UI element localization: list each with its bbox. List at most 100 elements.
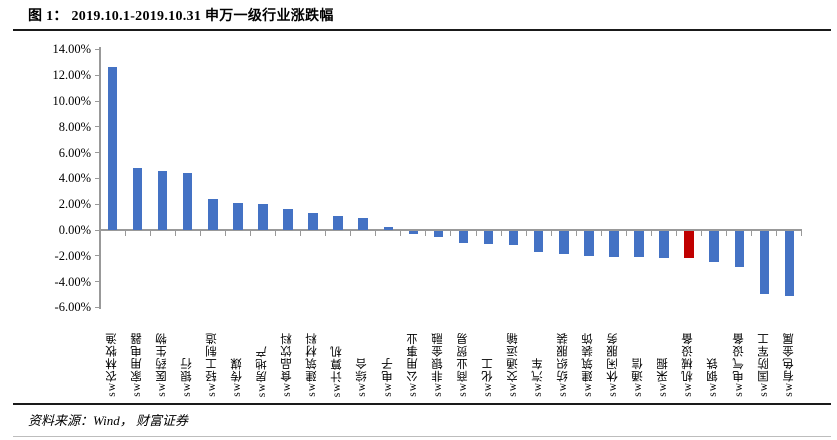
x-axis-label-text: sw非银金融	[431, 332, 444, 397]
x-axis-tick	[249, 231, 251, 236]
bar	[408, 231, 419, 234]
x-axis-label: sw轻工制造	[200, 313, 225, 397]
x-axis-label: sw农林牧渔	[100, 313, 125, 397]
x-axis-label-text: sw电子	[381, 357, 394, 397]
x-axis-label: sw非银金融	[426, 313, 451, 397]
x-axis-label: sw银行	[175, 313, 200, 397]
bar	[433, 231, 444, 238]
x-axis-label: sw采掘	[652, 313, 677, 397]
x-axis-label: sw国防军工	[752, 313, 777, 397]
bar	[684, 231, 694, 259]
y-axis-label: 8.00%	[58, 119, 91, 134]
y-axis-tick	[95, 229, 100, 231]
x-axis-label: sw综合	[351, 313, 376, 397]
bar	[559, 231, 569, 255]
title-divider	[13, 29, 831, 31]
x-axis-label-text: sw休闲服务	[607, 332, 620, 397]
x-axis-label-text: sw商业贸易	[456, 332, 469, 397]
x-axis-label-text: sw机械设备	[682, 332, 695, 397]
bar	[333, 215, 343, 230]
x-axis-tick	[425, 231, 427, 236]
y-axis-label: 0.00%	[58, 223, 91, 237]
bar	[458, 231, 469, 243]
figure-title: 图 1： 2019.10.1-2019.10.31 申万一级行业涨跌幅	[28, 9, 334, 24]
x-axis-tick	[450, 231, 452, 236]
x-axis-tick	[274, 231, 276, 236]
y-axis-label: -4.00%	[54, 274, 91, 289]
x-axis-label-text: sw房地产	[256, 344, 269, 397]
x-axis-label-text: sw采掘	[657, 357, 670, 397]
x-axis-label: sw传媒	[225, 313, 250, 397]
bar	[483, 231, 494, 244]
x-axis-tick	[325, 231, 327, 236]
x-axis-tick	[375, 231, 377, 236]
bottom-border	[13, 436, 831, 437]
x-axis-label-text: sw食品饮料	[281, 332, 294, 397]
x-axis-label: sw休闲服务	[601, 313, 626, 397]
x-axis-label: sw建筑装饰	[576, 313, 601, 397]
y-axis-tick	[95, 281, 100, 283]
bar	[533, 231, 544, 252]
x-axis-line	[100, 229, 802, 231]
y-axis-tick	[95, 100, 100, 102]
x-axis-label: sw建筑材料	[301, 313, 326, 397]
x-axis-label-text: sw传媒	[231, 357, 244, 397]
x-axis-label: sw化工	[476, 313, 501, 397]
x-axis-label: sw医药生物	[150, 313, 175, 397]
x-axis-label-text: sw交通运输	[506, 332, 519, 397]
y-axis-label: 2.00%	[58, 197, 91, 212]
bar	[182, 173, 193, 230]
y-axis-tick	[95, 126, 100, 128]
x-axis-tick	[475, 231, 477, 236]
y-axis-label: 4.00%	[58, 171, 91, 186]
bar	[584, 231, 594, 256]
x-axis-tick	[600, 231, 602, 236]
x-axis-label-text: sw电气设备	[732, 332, 745, 397]
x-axis-label-text: sw建筑装饰	[582, 332, 595, 397]
x-axis-label-text: sw建筑材料	[306, 332, 319, 397]
x-axis-tick	[400, 231, 402, 236]
x-axis-label: sw电气设备	[727, 313, 752, 397]
x-axis-tick	[124, 231, 126, 236]
source-note: 资料来源：Wind， 财富证券	[28, 413, 188, 428]
x-axis-tick	[726, 231, 728, 236]
x-axis-tick	[174, 231, 176, 236]
y-axis-tick	[95, 48, 100, 50]
x-axis-label-text: sw农林牧渔	[105, 332, 118, 397]
x-axis-label-text: sw国防军工	[757, 332, 770, 397]
x-axis-label: sw商业贸易	[451, 313, 476, 397]
x-axis-tick	[199, 231, 201, 236]
x-axis-label: sw汽车	[526, 313, 551, 397]
bar	[634, 231, 644, 257]
x-axis-label: sw食品饮料	[275, 313, 300, 397]
bar	[759, 231, 770, 295]
y-axis-label: 12.00%	[52, 68, 91, 83]
y-axis-label: 6.00%	[58, 145, 91, 160]
x-axis-label: sw通信	[626, 313, 651, 397]
bar	[508, 231, 519, 246]
y-axis-label: -2.00%	[54, 248, 91, 263]
y-axis-tick	[95, 177, 100, 179]
x-axis-tick	[651, 231, 653, 236]
y-axis-tick	[95, 74, 100, 76]
x-axis-label: sw有色金属	[777, 313, 802, 397]
x-axis-tick	[550, 231, 552, 236]
bar	[659, 231, 669, 259]
x-axis-label-text: sw医药生物	[155, 332, 168, 397]
x-axis-label-text: sw通信	[632, 357, 645, 397]
bar	[258, 204, 268, 230]
x-axis-tick	[625, 231, 627, 236]
x-axis-label-text: sw有色金属	[782, 332, 795, 397]
bar	[609, 231, 619, 257]
x-axis-tick	[701, 231, 703, 236]
y-axis-label: 10.00%	[52, 94, 91, 108]
x-axis-label-text: sw化工	[481, 357, 494, 397]
bar	[283, 209, 293, 230]
x-axis-tick	[350, 231, 352, 236]
x-axis-label: sw公用事业	[401, 313, 426, 397]
x-axis-tick	[300, 231, 302, 236]
x-axis-label: sw钢铁	[702, 313, 727, 397]
x-axis-tick	[99, 231, 101, 236]
bar	[308, 213, 318, 230]
y-axis-tick	[95, 255, 100, 257]
